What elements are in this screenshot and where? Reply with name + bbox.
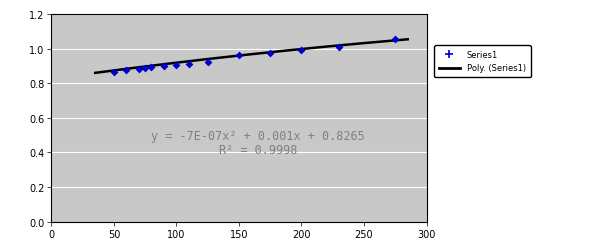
Point: [159, 65, 169, 69]
Point: [122, 69, 131, 73]
Text: y = -7E-07x² + 0.001x + 0.8265: y = -7E-07x² + 0.001x + 0.8265: [151, 129, 365, 142]
Legend: Series1, Poly. (Series1): Series1, Poly. (Series1): [434, 46, 531, 78]
Point: [334, 46, 344, 50]
Point: [266, 52, 275, 56]
Point: [140, 67, 150, 71]
Point: [390, 38, 400, 42]
Point: [234, 54, 244, 58]
Point: [146, 66, 156, 70]
Point: [203, 61, 212, 65]
Text: R² = 0.9998: R² = 0.9998: [218, 144, 297, 157]
Point: [296, 49, 306, 53]
Point: [109, 70, 119, 74]
Point: [172, 64, 182, 68]
Point: [184, 62, 194, 67]
Point: [134, 68, 144, 72]
